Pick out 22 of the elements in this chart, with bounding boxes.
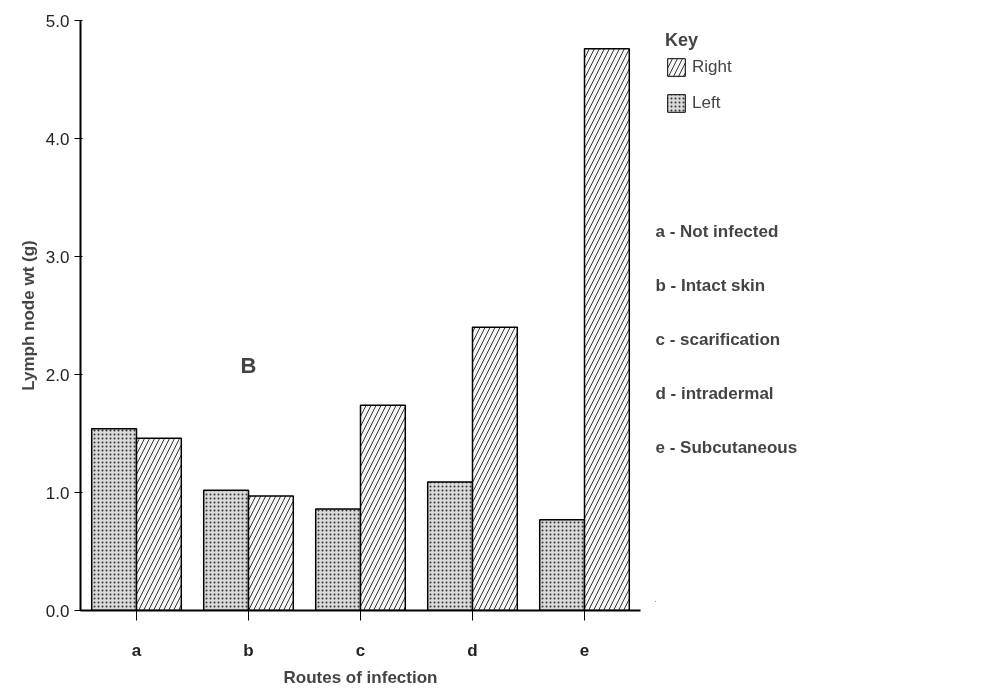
text: a - Not infected — [655, 222, 779, 242]
text: b - Intact skin — [655, 276, 766, 296]
legend-label: Right — [692, 57, 732, 77]
text: c - scarification — [655, 330, 781, 350]
x-tick-label: e — [579, 640, 590, 660]
annotation: B — [240, 353, 257, 379]
legend-label: Left — [692, 93, 721, 113]
y-tick-label: 3.0 — [45, 247, 70, 267]
y-tick-label: 5.0 — [45, 11, 70, 31]
x-tick-label: a — [131, 640, 142, 660]
y-tick-label: 0.0 — [45, 601, 70, 621]
text: d - intradermal — [655, 384, 774, 404]
legend-title: Key — [665, 30, 700, 51]
y-tick-label: 1.0 — [45, 483, 70, 503]
text: e - Subcutaneous — [655, 438, 798, 458]
x-axis-title: Routes of infection — [283, 667, 438, 687]
y-axis-title: Lymph node wt (g) — [18, 240, 38, 391]
y-tick-label: 4.0 — [45, 129, 70, 149]
x-tick-label: d — [467, 640, 478, 660]
x-tick-label: b — [243, 640, 254, 660]
x-tick-label: c — [355, 640, 366, 660]
y-tick-label: 2.0 — [45, 365, 70, 385]
